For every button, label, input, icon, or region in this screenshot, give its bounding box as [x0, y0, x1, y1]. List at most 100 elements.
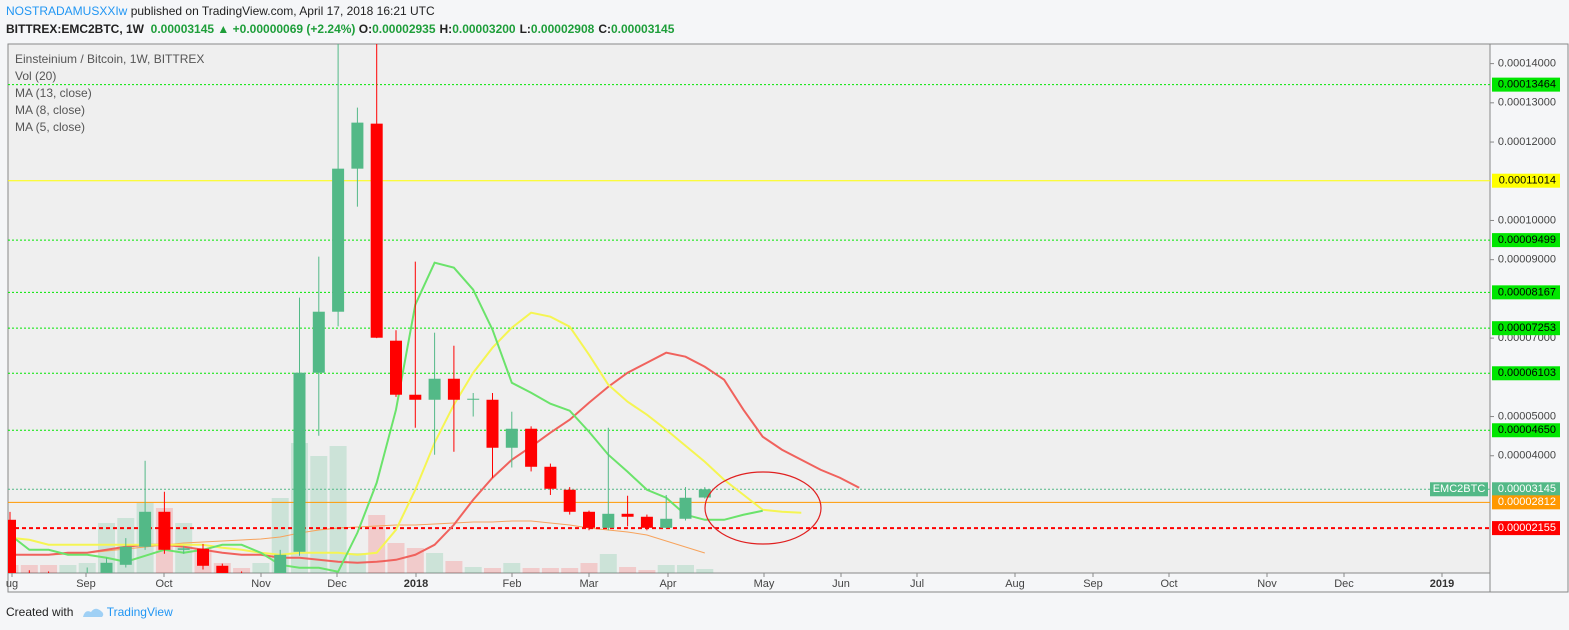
- x-tick-label: Aug: [1005, 578, 1025, 590]
- candle-body: [640, 516, 653, 528]
- candle-body: [467, 398, 480, 400]
- publish-line: NOSTRADAMUSXXIw published on TradingView…: [6, 4, 435, 18]
- level-label-box: [1492, 495, 1560, 510]
- candle-body: [312, 311, 325, 373]
- volume-bar: [638, 570, 656, 573]
- level-label-box: [1492, 521, 1560, 536]
- level-label: 0.00006103: [1498, 367, 1556, 379]
- level-label-box: [1492, 233, 1560, 248]
- candle-body: [602, 513, 615, 528]
- volume-bar: [252, 563, 270, 573]
- y-tick-label: 0.00013000: [1498, 97, 1556, 109]
- ohlc: O:0.00002935 H:0.00003200 L:0.00002908 C:0.…: [359, 22, 679, 36]
- y-tick-label: 0.00014000: [1498, 58, 1556, 70]
- volume-bar: [657, 565, 675, 573]
- level-label-box: [1492, 77, 1560, 92]
- volume-bar: [20, 565, 38, 573]
- volume-bar: [677, 565, 694, 573]
- x-tick-label: Apr: [659, 578, 676, 590]
- symbol-label: EMC2BTC: [1433, 483, 1486, 495]
- y-tick-label: 0.00012000: [1498, 136, 1556, 148]
- ohlc-value: 0.00002935: [372, 22, 436, 36]
- legend-entry: MA (13, close): [15, 86, 92, 100]
- level-label: 0.00008167: [1498, 286, 1556, 298]
- candle-body: [486, 399, 499, 448]
- level-label: 0.00013464: [1498, 79, 1556, 91]
- y-tick-label: 0.00010000: [1498, 214, 1556, 226]
- level-label: 0.00002155: [1498, 522, 1556, 534]
- ohlc-value: 0.00002908: [530, 22, 595, 36]
- candle-body: [621, 513, 634, 517]
- candle-body: [409, 394, 422, 400]
- level-label-box: [1492, 321, 1560, 336]
- level-label-box: [1492, 285, 1560, 300]
- volume-bar: [599, 554, 617, 573]
- x-tick-label: Jun: [832, 578, 850, 590]
- symbol: BITTREX:EMC2BTC, 1W: [6, 22, 144, 36]
- volume-bar: [696, 569, 714, 573]
- x-tick-label: Feb: [503, 578, 522, 590]
- candle-body: [139, 511, 152, 547]
- x-tick-label: 2018: [404, 578, 428, 590]
- annotation-ellipse: [704, 471, 822, 545]
- candle-body: [544, 466, 557, 489]
- x-tick-label: Dec: [1334, 578, 1354, 590]
- level-label: 0.00002812: [1498, 496, 1556, 508]
- footer-text: Created with: [6, 605, 74, 619]
- x-tick-label: Jul: [910, 578, 924, 590]
- price-axis: [1489, 43, 1569, 593]
- x-tick-label: Sep: [76, 578, 96, 590]
- volume-bar: [484, 568, 501, 573]
- level-label: 0.00004650: [1498, 424, 1556, 436]
- candle-body: [274, 554, 287, 573]
- symbol-label-box: [1430, 482, 1488, 497]
- volume-bar: [561, 568, 579, 573]
- plot: [8, 44, 1490, 573]
- candle-body: [293, 372, 306, 552]
- footer-brand[interactable]: TradingView: [106, 605, 173, 619]
- legend: Einsteinium / Bitcoin, 1W, BITTREX Vol (…: [15, 52, 204, 134]
- candle-body: [447, 378, 460, 400]
- candle-body: [351, 122, 364, 169]
- price: 0.00003145: [150, 22, 215, 36]
- level-label: 0.00007253: [1498, 322, 1556, 334]
- x-tick-label: Oct: [155, 578, 172, 590]
- x-tick-label: Nov: [1257, 578, 1277, 590]
- ohlc-key: O:: [358, 22, 373, 36]
- candle-body: [158, 511, 171, 550]
- level-label-box: [1492, 423, 1560, 438]
- x-tick-label: Oct: [1160, 578, 1177, 590]
- plot-area: [7, 43, 1491, 574]
- x-tick-label: Dec: [327, 578, 347, 590]
- candle-body: [698, 489, 711, 498]
- legend-entry: MA (5, close): [15, 120, 85, 134]
- legend-entry: Vol (20): [15, 69, 56, 83]
- candle-body: [197, 548, 209, 566]
- y-tick-label: 0.00009000: [1498, 254, 1556, 266]
- change: +0.00000069 (+2.24%): [232, 22, 356, 36]
- candle-body: [505, 428, 518, 448]
- candle-body: [525, 428, 538, 467]
- candle-body: [177, 548, 190, 550]
- candle-body: [390, 340, 402, 395]
- volume-bar: [426, 553, 444, 573]
- level-label-box: [1492, 173, 1560, 188]
- volume-bar: [233, 568, 251, 573]
- candle-body: [332, 168, 345, 312]
- y-tick-label: 0.00005000: [1498, 410, 1556, 422]
- volume-bar: [464, 567, 482, 573]
- chart-title: Einsteinium / Bitcoin, 1W, BITTREX: [15, 52, 204, 66]
- volume-bar: [503, 563, 521, 573]
- x-tick-label: Nov: [251, 578, 271, 590]
- x-tick-label: Sep: [1083, 578, 1103, 590]
- candle-body: [370, 123, 383, 338]
- legend-entry: MA (8, close): [15, 103, 85, 117]
- candle-body: [8, 519, 16, 573]
- volume-bar: [619, 567, 637, 573]
- ohlc-key: L:: [519, 22, 531, 36]
- ohlc-value: 0.00003145: [611, 22, 675, 36]
- author[interactable]: NOSTRADAMUSXXIw: [6, 4, 128, 18]
- volume-bar: [445, 561, 463, 573]
- volume-bar: [329, 446, 347, 573]
- volume-bar: [580, 563, 598, 573]
